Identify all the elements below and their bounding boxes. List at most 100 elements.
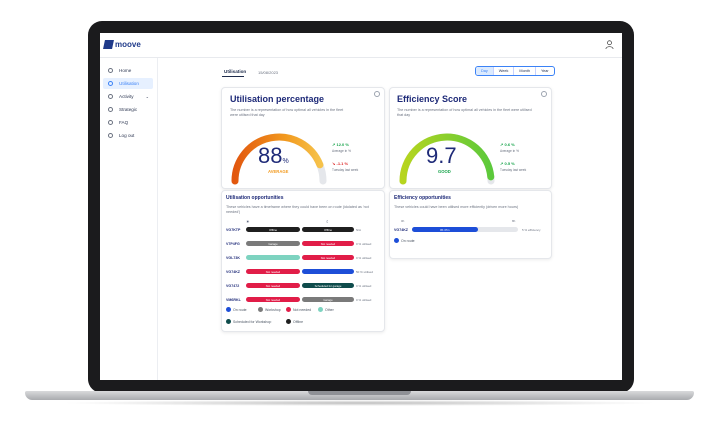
tab-underline: [222, 76, 244, 77]
utilisation-label: 50 % utilised: [356, 270, 374, 274]
legend-item: On route: [226, 307, 247, 312]
gauge-fill: [399, 133, 495, 185]
day-status-pill[interactable]: Offline: [246, 227, 300, 232]
efficiency-label: 5 % efficiency: [522, 228, 541, 232]
legend-dot: [286, 319, 291, 324]
trend-label: Tuesday last week: [500, 168, 527, 172]
utilisation-label: 0 % utilised: [356, 298, 372, 302]
period-month-button[interactable]: Month: [513, 67, 535, 75]
sidebar-item-home[interactable]: Home: [103, 65, 153, 76]
night-status-pill[interactable]: Scheduled for garage: [302, 283, 354, 288]
legend-dot: [226, 319, 231, 324]
utilisation-label: 0 % utilised: [356, 256, 372, 260]
legend-label: On route: [401, 238, 415, 243]
day-status-pill[interactable]: Garage: [246, 241, 300, 246]
legend-label: Scheduled for Workshop: [233, 319, 272, 324]
vehicle-plate[interactable]: VM6RKL: [226, 297, 241, 302]
date-picker[interactable]: 15/08/2023: [258, 70, 279, 75]
home-icon: [108, 68, 113, 73]
sidebar-item-label: Activity: [119, 94, 134, 99]
info-icon[interactable]: [374, 91, 380, 97]
day-status-pill[interactable]: Not needed: [246, 283, 300, 288]
legend-dot: [286, 307, 291, 312]
card-description: The number is a representation of how op…: [397, 108, 532, 117]
user-icon[interactable]: [605, 40, 614, 50]
night-status-pill[interactable]: Not needed: [302, 241, 354, 246]
legend-dot: [226, 307, 231, 312]
sidebar-item-utilisation[interactable]: Utilisation: [103, 78, 153, 89]
logo-icon: [103, 39, 114, 49]
legend-label: Offline: [293, 319, 304, 324]
axis-start-label: 0h: [401, 219, 405, 223]
sidebar-item-label: Strategic: [119, 107, 138, 112]
gauge-fill: [231, 133, 324, 185]
legend-label: Other: [325, 307, 334, 312]
logo[interactable]: moove: [103, 39, 141, 49]
axis-end-label: 8h: [512, 219, 516, 223]
sidebar-item-label: FAQ: [119, 120, 129, 125]
chevron-down-icon: ⌄: [145, 94, 149, 99]
efficiency-score-card: Efficiency Score The number is a represe…: [389, 87, 552, 189]
vehicle-plate[interactable]: VGL73K: [226, 255, 240, 260]
day-status-pill[interactable]: Not needed: [246, 269, 300, 274]
trend-value: ↗ 0.5 %: [500, 161, 515, 166]
trend-value: ↘ -1.1 %: [332, 161, 348, 166]
utilisation-gauge: [231, 133, 327, 185]
card-title: Efficiency opportunities: [394, 195, 451, 201]
period-selector: Day Week Month Year: [475, 66, 555, 76]
efficiency-value: 9.7: [426, 143, 457, 168]
legend-label: Workshop: [265, 307, 281, 312]
legend-dot: [318, 307, 323, 312]
efficiency-bar-track: 8h 47m: [412, 227, 518, 232]
trend-up-icon: ↗: [500, 161, 504, 166]
card-description: These vehicles have a timeframe where th…: [226, 205, 369, 214]
sun-icon: ☀: [246, 219, 250, 224]
legend-item: On route: [394, 238, 415, 243]
vehicle-plate[interactable]: VG7KTP: [226, 227, 241, 232]
night-status-pill[interactable]: Offline: [302, 227, 354, 232]
trend-down-icon: ↘: [332, 161, 336, 166]
utilisation-percentage-card: Utilisation percentage The number is a r…: [221, 87, 385, 189]
card-title: Efficiency Score: [397, 94, 468, 104]
legend-item: Scheduled for Workshop: [226, 319, 271, 324]
period-year-button[interactable]: Year: [534, 67, 554, 75]
laptop-base: [25, 391, 694, 400]
utilisation-value: 88%: [258, 143, 289, 168]
sidebar-item-faq[interactable]: FAQ: [103, 117, 153, 128]
trend-label: Tuesday last week: [332, 168, 359, 172]
sidebar-item-strategic[interactable]: Strategic: [103, 104, 153, 115]
efficiency-bar-fill[interactable]: 8h 47m: [412, 227, 478, 232]
period-week-button[interactable]: Week: [492, 67, 514, 75]
laptop-shadow: [60, 400, 659, 406]
tab-utilisation[interactable]: Utilisation: [224, 69, 247, 74]
utilisation-label: N/A: [356, 228, 362, 232]
vehicle-plate[interactable]: V7P4FG: [226, 241, 240, 246]
legend-label: On route: [233, 307, 247, 312]
night-status-pill[interactable]: Garage: [302, 297, 354, 302]
night-status-pill[interactable]: Not needed: [302, 255, 354, 260]
sidebar-item-activity[interactable]: Activity ⌄: [103, 91, 153, 102]
period-day-button[interactable]: Day: [476, 67, 493, 75]
laptop-notch: [308, 391, 411, 395]
utilisation-opportunities-card: Utilisation opportunities These vehicles…: [221, 190, 385, 332]
trend-label: Average in %: [500, 149, 519, 153]
trend-number: -1.1 %: [336, 161, 349, 166]
activity-icon: [108, 94, 113, 99]
vehicle-plate[interactable]: VG74KZ: [394, 227, 408, 232]
legend-dot: [258, 307, 263, 312]
trend-number: 12.0 %: [336, 142, 349, 147]
strategic-icon: [108, 107, 113, 112]
legend-label: Not needed: [293, 307, 312, 312]
vehicle-plate[interactable]: VG74KZ: [226, 269, 240, 274]
day-status-pill[interactable]: Not needed: [246, 297, 300, 302]
trend-number: 0.6 %: [504, 142, 515, 147]
sidebar-item-label: Home: [119, 68, 132, 73]
sidebar-item-log-out[interactable]: Log out: [103, 130, 153, 141]
utilisation-label: 0 % utilised: [356, 242, 372, 246]
trend-value: ↗ 0.6 %: [500, 142, 515, 147]
status-label: GOOD: [438, 169, 451, 174]
info-icon[interactable]: [541, 91, 547, 97]
vehicle-plate[interactable]: VG7472: [226, 283, 240, 288]
day-status-pill[interactable]: [246, 255, 300, 260]
night-status-pill[interactable]: [302, 269, 354, 274]
